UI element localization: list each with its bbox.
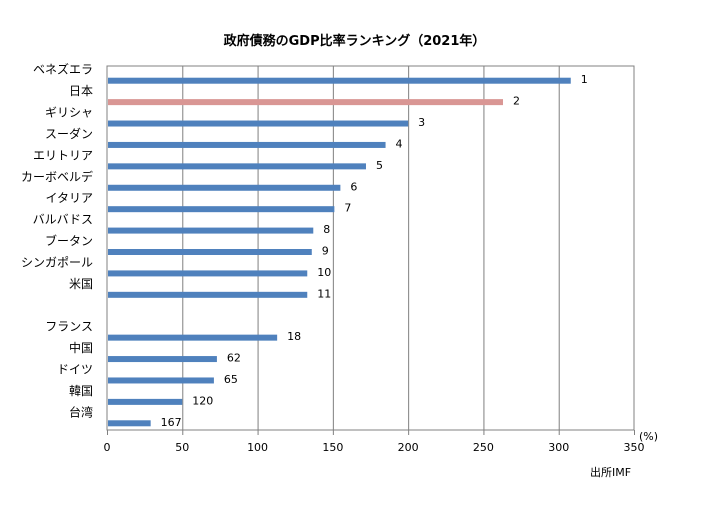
x-tick-label: 250: [473, 441, 494, 454]
data-label: 7: [344, 202, 351, 215]
category-labels: ベネズエラ日本ギリシャスーダンエリトリアカーボベルデイタリアバルバドスブータンシ…: [21, 62, 93, 420]
category-label: バルバドス: [33, 213, 93, 227]
data-labels: 1 2 3 45 6 7 8 9 10 11 18 62 65 120 167: [161, 73, 588, 429]
category-label: ギリシャ: [45, 106, 93, 120]
category-label: エリトリア: [33, 148, 93, 162]
category-label: カーボベルデ: [21, 169, 93, 184]
data-label: 6: [350, 180, 357, 193]
grid-lines: [106, 65, 635, 431]
data-label: 9: [322, 245, 329, 258]
bar: [108, 291, 308, 298]
data-label: 11: [317, 287, 331, 300]
data-label: 18: [287, 330, 301, 343]
data-label: 10: [317, 266, 331, 279]
category-label: ベネズエラ: [33, 62, 93, 77]
category-label: フランス: [45, 320, 93, 334]
data-label: 120: [192, 394, 213, 407]
data-label: 8: [323, 223, 330, 236]
plot-area-border: [106, 65, 635, 431]
bar: [108, 249, 312, 255]
bar: [108, 377, 214, 384]
data-label: 167: [161, 416, 182, 429]
x-tick-label: 200: [398, 441, 419, 454]
bar: [108, 334, 278, 341]
x-tick-label: 300: [548, 441, 569, 454]
data-label: 2: [513, 95, 520, 108]
category-label: 中国: [69, 340, 93, 355]
category-label: ブータン: [45, 233, 93, 248]
x-axis: 0 50 100 150 200 250 300 350: [104, 430, 645, 454]
data-label: 65: [224, 373, 238, 386]
category-label: 米国: [69, 277, 93, 291]
data-label: 3: [418, 116, 425, 129]
x-tick-label: 150: [322, 441, 343, 454]
bar: [108, 270, 308, 277]
data-label: 4: [396, 137, 403, 150]
bar: [108, 163, 366, 170]
category-label: ドイツ: [57, 362, 93, 376]
category-label: 台湾: [69, 404, 93, 419]
chart-title: 政府債務のGDP比率ランキング（2021年）: [223, 34, 486, 49]
data-label: 5: [376, 159, 383, 172]
bar: [108, 398, 183, 405]
x-tick-label: 100: [247, 441, 268, 454]
bar: [108, 99, 504, 106]
bar: [108, 120, 409, 127]
bar: [108, 420, 151, 427]
x-tick-label: 0: [104, 441, 111, 454]
category-label: スーダン: [45, 126, 93, 141]
source-label: 出所IMF: [590, 465, 631, 479]
category-label: イタリア: [45, 191, 93, 205]
category-label: 日本: [69, 84, 93, 98]
data-label: 1: [581, 73, 588, 86]
bar: [108, 206, 335, 213]
category-label: シンガポール: [21, 255, 93, 269]
category-label: 韓国: [69, 384, 93, 398]
bar: [108, 227, 314, 234]
bars: [108, 77, 571, 427]
bar: [108, 356, 217, 363]
bar: [108, 77, 571, 84]
bar: [108, 184, 341, 191]
x-tick-label: 350: [624, 441, 645, 454]
x-axis-unit-label: (%): [639, 430, 658, 443]
data-label: 62: [227, 352, 241, 365]
x-tick-label: 50: [175, 441, 189, 454]
bar: [108, 141, 386, 148]
